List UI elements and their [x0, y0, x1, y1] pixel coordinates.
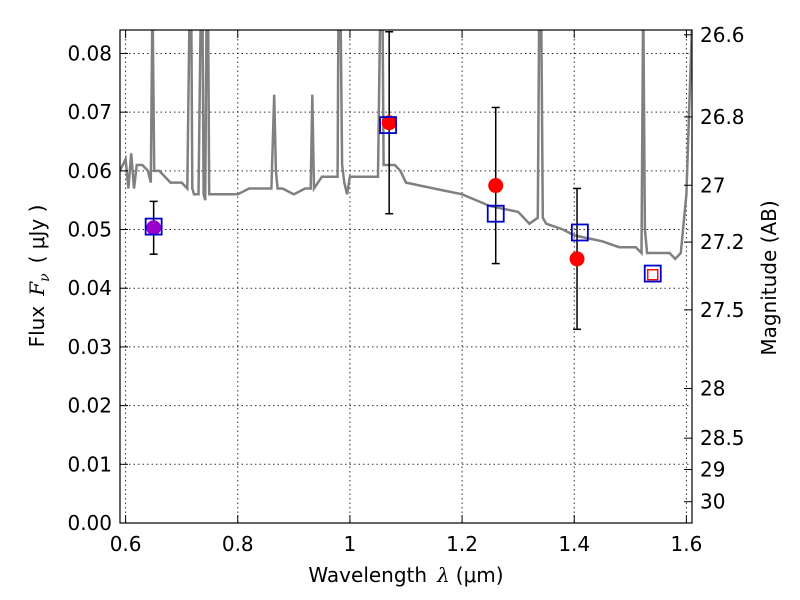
y-axis: 0.00 0.01 0.02 0.03 0.04 0.05 0.06 0.07 0.08 — [67, 41, 128, 535]
measured-flux-point — [488, 178, 504, 194]
open-red-square — [647, 269, 659, 281]
model-photometry-square — [486, 204, 505, 223]
plot-frame — [119, 29, 693, 524]
x-axis: 0.6 0.8 1 1.2 1.4 1.6 — [110, 30, 702, 556]
y-axis-label: FluxFν( μJy ) — [25, 205, 53, 348]
y-tick-label: 0.05 — [67, 218, 112, 242]
y-tick-label: 0.06 — [67, 159, 112, 183]
y2-tick-label: 30 — [700, 490, 725, 514]
x-tick-label: 0.6 — [110, 532, 142, 556]
x-tick-label: 0.8 — [222, 532, 254, 556]
measured-flux-point — [381, 115, 397, 131]
model-photometry-square — [379, 116, 397, 134]
y2-tick-label: 28.5 — [700, 426, 745, 450]
x-tick-label: 1.2 — [446, 532, 478, 556]
series-layer — [120, 30, 692, 261]
measured-flux-point-violet — [146, 220, 162, 236]
y2-tick-label: 29 — [700, 457, 725, 481]
x-tick-label: 1 — [344, 532, 357, 556]
x-tick-label: 1.4 — [558, 532, 590, 556]
y2-tick-label: 26.8 — [700, 105, 745, 129]
y-tick-label: 0.03 — [67, 335, 112, 359]
y2-tick-label: 26.6 — [700, 23, 745, 47]
model-photometry-square — [570, 223, 589, 242]
x-axis-label: Wavelength λ (μm) — [308, 563, 503, 587]
points-layer — [144, 31, 662, 331]
model-photometry-square — [643, 264, 662, 283]
y-tick-label: 0.02 — [67, 394, 112, 418]
model-spectrum-line — [120, 30, 692, 261]
y-tick-label: 0.08 — [67, 41, 112, 65]
y2-tick-label: 28 — [700, 377, 725, 401]
y2-tick-label: 27.2 — [700, 230, 745, 254]
y-tick-label: 0.07 — [67, 100, 112, 124]
x-tick-label: 1.6 — [670, 532, 702, 556]
y-tick-label: 0.04 — [67, 276, 112, 300]
model-photometry-square — [144, 217, 163, 236]
y-tick-label: 0.00 — [67, 511, 112, 535]
y2-axis: 26.6 26.8 27 27.2 27.5 28 28.5 29 30 — [684, 23, 745, 514]
y2-axis-label: Magnitude (AB) — [757, 200, 781, 355]
y-tick-label: 0.01 — [67, 452, 112, 476]
measured-flux-point — [569, 251, 585, 267]
y2-tick-label: 27.5 — [700, 298, 745, 322]
y2-tick-label: 27 — [700, 173, 725, 197]
